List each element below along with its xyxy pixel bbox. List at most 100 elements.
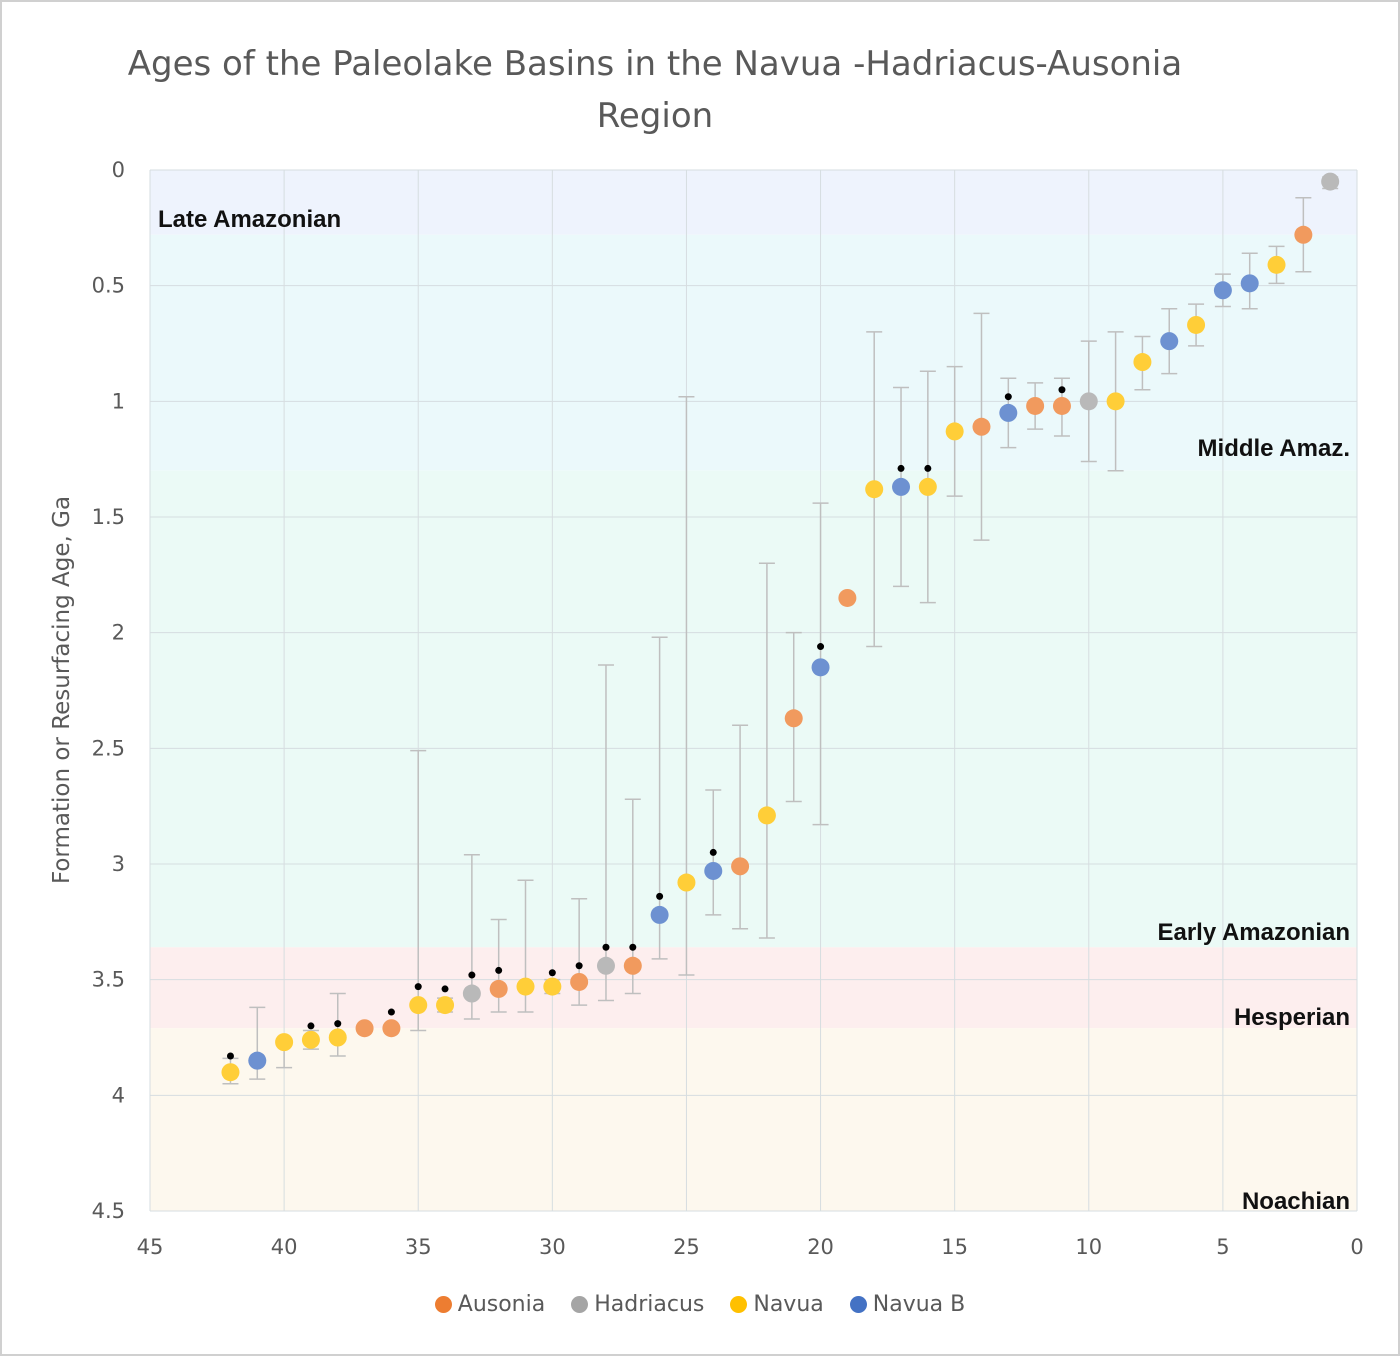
y-tick-label: 0.5 bbox=[92, 274, 125, 298]
legend-item-navua: Navua bbox=[730, 1292, 824, 1317]
data-points bbox=[221, 172, 1340, 1082]
black-marker bbox=[575, 962, 583, 970]
period-band-4 bbox=[150, 1028, 1357, 1211]
point-navua bbox=[328, 1028, 347, 1047]
period-bands bbox=[150, 170, 1357, 1211]
point-ausonia bbox=[731, 857, 750, 876]
point-navua-b bbox=[1160, 332, 1179, 351]
point-navua bbox=[409, 996, 428, 1015]
period-label-1: Middle Amaz. bbox=[1198, 435, 1350, 462]
period-band-1 bbox=[150, 234, 1357, 471]
point-navua bbox=[1187, 315, 1206, 334]
legend-item-ausonia: Ausonia bbox=[434, 1292, 545, 1317]
y-tick-label: 3 bbox=[112, 852, 125, 876]
x-tick-label: 25 bbox=[673, 1235, 700, 1259]
legend: Ausonia Hadriacus Navua Navua B bbox=[0, 1292, 1400, 1317]
x-tick-label: 45 bbox=[137, 1235, 164, 1259]
period-label-3: Hesperian bbox=[1234, 1004, 1350, 1031]
point-navua bbox=[677, 873, 696, 892]
y-tick-label: 1.5 bbox=[92, 505, 125, 529]
x-tick-label: 15 bbox=[941, 1235, 968, 1259]
y-tick-label: 1 bbox=[112, 389, 125, 413]
x-tick-label: 20 bbox=[807, 1235, 834, 1259]
legend-item-hadriacus: Hadriacus bbox=[571, 1292, 704, 1317]
point-ausonia bbox=[623, 956, 642, 975]
point-ausonia bbox=[784, 709, 803, 728]
black-marker bbox=[307, 1022, 315, 1030]
point-navua bbox=[275, 1033, 294, 1052]
black-marker bbox=[629, 943, 637, 951]
point-navua bbox=[221, 1063, 240, 1082]
black-marker bbox=[495, 966, 503, 974]
black-marker bbox=[897, 464, 905, 472]
y-tick-label: 4 bbox=[112, 1083, 125, 1107]
black-marker bbox=[334, 1020, 342, 1028]
point-ausonia bbox=[570, 972, 589, 991]
point-ausonia bbox=[1026, 396, 1045, 415]
point-ausonia bbox=[355, 1019, 374, 1038]
point-navua-b bbox=[1213, 281, 1232, 300]
point-navua bbox=[1133, 353, 1152, 372]
point-hadriacus bbox=[1321, 172, 1340, 191]
black-markers bbox=[226, 386, 1066, 1060]
legend-label: Navua bbox=[753, 1292, 824, 1317]
point-navua bbox=[543, 977, 562, 996]
legend-label: Navua B bbox=[872, 1292, 966, 1317]
point-navua bbox=[1106, 392, 1125, 411]
point-ausonia bbox=[1052, 396, 1071, 415]
period-labels: Late Amazonian Middle Amaz. Early Amazonia… bbox=[158, 206, 1350, 1215]
point-ausonia bbox=[1294, 225, 1313, 244]
y-tick-label: 2.5 bbox=[92, 736, 125, 760]
y-tick-label: 3.5 bbox=[92, 968, 125, 992]
black-marker bbox=[656, 892, 664, 900]
black-marker bbox=[414, 983, 422, 991]
period-label-2: Early Amazonian bbox=[1157, 919, 1350, 946]
black-marker bbox=[602, 943, 610, 951]
point-navua-b bbox=[704, 861, 723, 880]
x-tick-label: 30 bbox=[539, 1235, 566, 1259]
black-marker bbox=[1058, 386, 1066, 394]
point-navua bbox=[301, 1030, 320, 1049]
black-marker bbox=[709, 848, 717, 856]
black-marker bbox=[387, 1008, 395, 1016]
point-hadriacus bbox=[1079, 392, 1098, 411]
point-navua bbox=[436, 996, 455, 1015]
point-hadriacus bbox=[596, 956, 615, 975]
point-navua bbox=[516, 977, 535, 996]
black-marker bbox=[441, 985, 449, 993]
point-navua bbox=[918, 477, 937, 496]
x-tick-label: 10 bbox=[1075, 1235, 1102, 1259]
point-ausonia bbox=[838, 588, 857, 607]
point-hadriacus bbox=[462, 984, 481, 1003]
black-marker bbox=[817, 643, 825, 651]
legend-swatch bbox=[849, 1296, 867, 1313]
point-ausonia bbox=[489, 979, 508, 998]
axes: 45 40 35 30 25 20 15 10 5 0 0 0.5 1 1.5 2 2.5 3 3.5 4 4.5 bbox=[92, 158, 1364, 1259]
chart-title: Ages of the Paleolake Basins in the Navu… bbox=[127, 44, 1183, 136]
point-ausonia bbox=[382, 1019, 401, 1038]
x-tick-label: 35 bbox=[405, 1235, 432, 1259]
y-tick-label: 4.5 bbox=[92, 1199, 125, 1223]
x-tick-label: 5 bbox=[1216, 1235, 1229, 1259]
point-navua bbox=[865, 480, 884, 499]
point-navua-b bbox=[892, 477, 911, 496]
y-tick-label: 2 bbox=[112, 621, 125, 645]
period-band-2 bbox=[150, 470, 1357, 948]
legend-label: Hadriacus bbox=[594, 1292, 705, 1317]
period-band-0 bbox=[150, 170, 1357, 235]
period-label-4: Noachian bbox=[1242, 1188, 1350, 1215]
point-navua-b bbox=[650, 905, 669, 924]
period-band-3 bbox=[150, 947, 1357, 1029]
black-marker bbox=[226, 1052, 234, 1060]
black-marker bbox=[468, 971, 476, 979]
black-marker bbox=[548, 969, 556, 977]
legend-swatch bbox=[434, 1296, 452, 1313]
point-navua-b bbox=[1240, 274, 1259, 293]
point-ausonia bbox=[972, 417, 991, 436]
point-navua bbox=[757, 806, 776, 825]
x-tick-label: 0 bbox=[1350, 1235, 1363, 1259]
point-navua-b bbox=[811, 658, 830, 677]
black-marker bbox=[924, 464, 932, 472]
x-tick-label: 40 bbox=[271, 1235, 298, 1259]
